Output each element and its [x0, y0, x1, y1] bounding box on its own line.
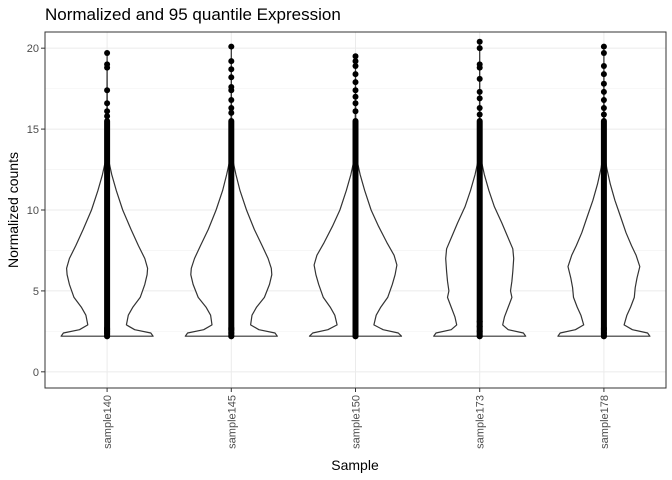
data-point — [476, 95, 483, 102]
data-point — [104, 50, 111, 57]
data-point — [352, 79, 359, 86]
x-axis-title: Sample — [331, 457, 379, 473]
data-point — [476, 318, 483, 325]
y-tick-label: 20 — [27, 43, 39, 55]
data-point — [104, 108, 111, 115]
data-point — [352, 53, 359, 60]
data-point — [476, 88, 483, 95]
data-point — [352, 333, 359, 340]
data-point — [352, 71, 359, 78]
data-point — [104, 100, 111, 107]
data-point — [228, 66, 235, 73]
data-point — [228, 333, 235, 340]
data-point — [476, 38, 483, 45]
x-tick-label: sample173 — [475, 395, 487, 449]
y-tick-label: 15 — [27, 124, 39, 136]
data-point — [600, 43, 607, 50]
data-points — [104, 38, 607, 340]
data-point — [476, 105, 483, 112]
data-point — [228, 109, 235, 116]
x-axis: sample140 sample145 sample150 sample173 samp… — [102, 388, 611, 449]
data-point — [600, 62, 607, 69]
x-tick-label: sample178 — [599, 395, 611, 449]
x-tick-label: sample145 — [226, 395, 238, 449]
data-point — [600, 111, 607, 118]
data-point — [228, 58, 235, 65]
data-point — [104, 87, 111, 94]
data-point — [352, 328, 359, 335]
data-point — [352, 62, 359, 69]
data-point — [352, 93, 359, 100]
data-point — [104, 64, 111, 71]
data-point — [600, 80, 607, 87]
data-point — [228, 96, 235, 103]
y-axis: 0 5 10 15 20 — [27, 43, 45, 379]
y-tick-label: 0 — [33, 367, 39, 379]
data-point — [600, 105, 607, 112]
data-point — [476, 328, 483, 335]
data-point — [476, 64, 483, 71]
data-point — [476, 75, 483, 82]
data-point — [600, 71, 607, 78]
y-tick-label: 10 — [27, 205, 39, 217]
data-point — [352, 58, 359, 65]
chart-title: Normalized and 95 quantile Expression — [45, 5, 341, 24]
data-point — [352, 87, 359, 94]
data-point — [600, 88, 607, 95]
data-point — [104, 333, 111, 340]
x-tick-label: sample140 — [102, 395, 114, 449]
data-point — [600, 96, 607, 103]
data-point — [600, 50, 607, 57]
y-tick-label: 5 — [33, 286, 39, 298]
data-point — [228, 74, 235, 81]
data-point — [352, 108, 359, 115]
data-point — [476, 323, 483, 330]
data-point — [476, 333, 483, 340]
data-point — [476, 45, 483, 52]
data-point — [104, 113, 111, 120]
x-tick-label: sample150 — [351, 395, 363, 449]
data-point — [600, 333, 607, 340]
data-point — [228, 43, 235, 50]
data-point — [228, 87, 235, 94]
data-point — [352, 100, 359, 107]
y-axis-title: Normalized counts — [5, 152, 21, 268]
data-point — [228, 105, 235, 112]
data-point — [476, 111, 483, 118]
